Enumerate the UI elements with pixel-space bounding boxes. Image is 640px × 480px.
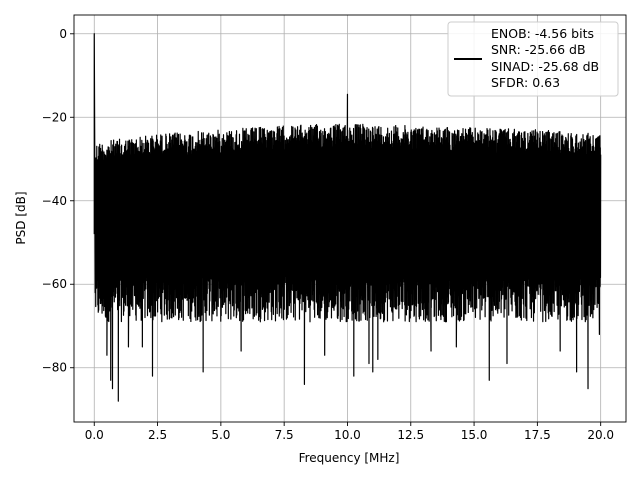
axis-ticks: 0.0 2.5 5.0 7.5 10.0 12.5 15.0 17.5 20.0 0 −20 −40 −… [42,27,614,442]
x-tick-label: 5.0 [211,428,230,442]
y-tick-label: −20 [42,110,67,124]
x-tick-label: 12.5 [397,428,424,442]
x-tick-label: 7.5 [275,428,294,442]
x-axis-label: Frequency [MHz] [299,451,400,465]
legend-entry-enob: ENOB: -4.56 bits [491,26,594,41]
x-tick-label: 15.0 [461,428,488,442]
x-tick-label: 0.0 [85,428,104,442]
x-tick-label: 2.5 [148,428,167,442]
y-axis-label: PSD [dB] [14,191,28,244]
legend-entry-sfdr: SFDR: 0.63 [491,75,560,90]
legend-entry-sinad: SINAD: -25.68 dB [491,59,599,74]
x-tick-label: 10.0 [334,428,361,442]
y-tick-label: −60 [42,277,67,291]
x-tick-label: 20.0 [587,428,614,442]
y-tick-label: −40 [42,194,67,208]
psd-trace-line [93,33,602,402]
plot-frame [73,14,627,423]
legend: ENOB: -4.56 bits SNR: -25.66 dB SINAD: -… [447,21,619,97]
y-tick-label: −80 [42,361,67,375]
x-tick-label: 17.5 [524,428,551,442]
legend-entry-snr: SNR: -25.66 dB [491,42,586,57]
legend-box [447,21,619,97]
y-tick-label: 0 [59,27,67,41]
